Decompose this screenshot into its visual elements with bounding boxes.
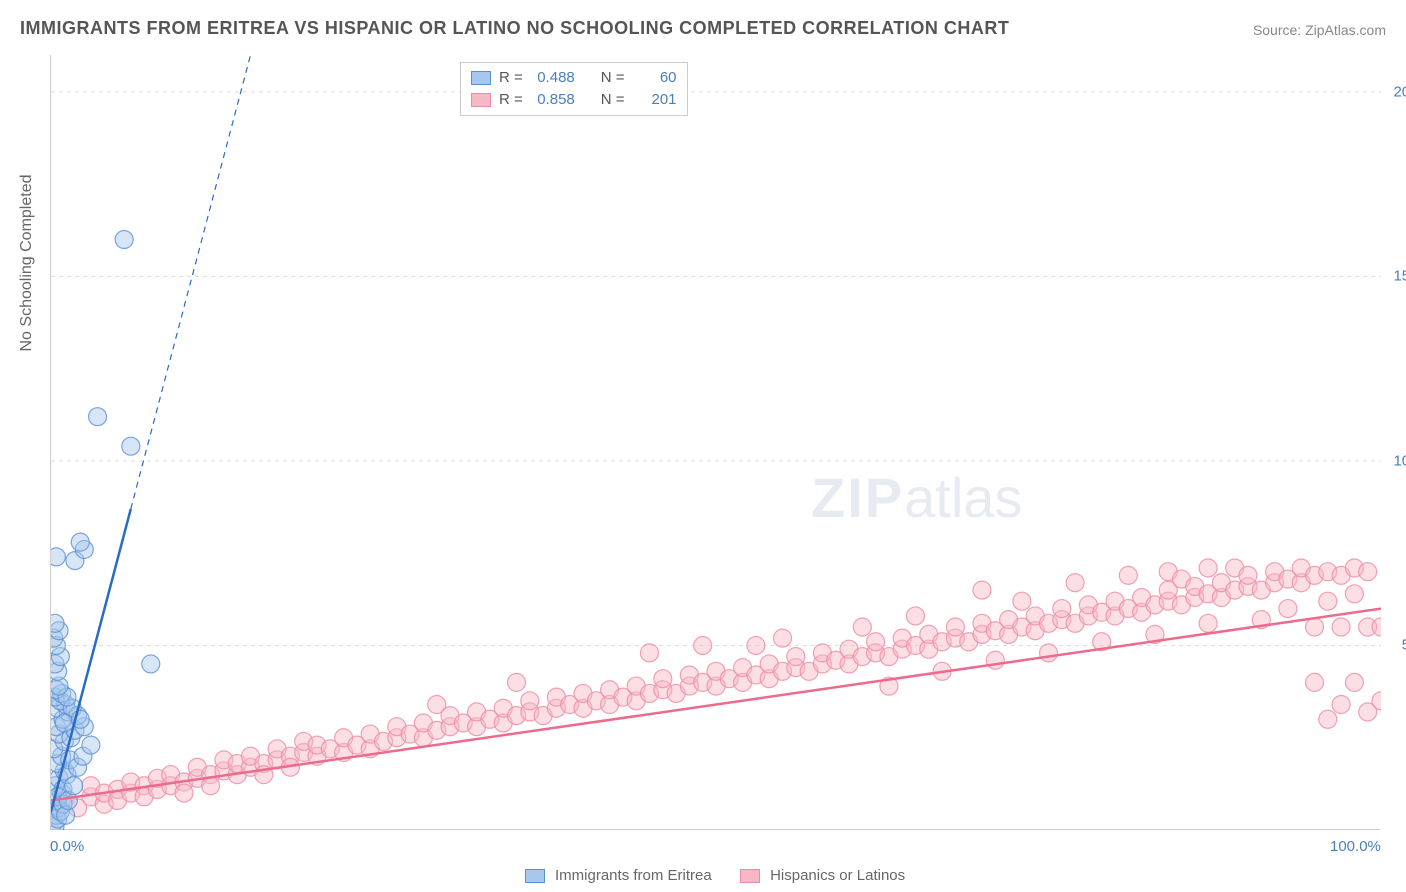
legend-row-blue: R = 0.488 N = 60 xyxy=(471,67,677,89)
legend-row-pink: R = 0.858 N = 201 xyxy=(471,89,677,111)
legend-swatch-blue xyxy=(471,71,491,85)
legend-correlation: R = 0.488 N = 60 R = 0.858 N = 201 xyxy=(460,62,688,116)
legend-swatch-blue-icon xyxy=(525,869,545,883)
chart-title: IMMIGRANTS FROM ERITREA VS HISPANIC OR L… xyxy=(20,18,1009,39)
scatter-svg xyxy=(51,55,1381,830)
n-value-pink: 201 xyxy=(633,89,677,111)
r-value-blue: 0.488 xyxy=(531,67,575,89)
r-value-pink: 0.858 xyxy=(531,89,575,111)
legend-swatch-pink xyxy=(471,93,491,107)
legend-label-blue: Immigrants from Eritrea xyxy=(555,867,712,884)
y-tick-label: 20.0% xyxy=(1393,83,1406,100)
legend-series: Immigrants from Eritrea Hispanics or Lat… xyxy=(0,867,1406,884)
source-label: Source: ZipAtlas.com xyxy=(1253,22,1386,38)
y-tick-label: 5.0% xyxy=(1402,637,1406,654)
x-tick-label: 0.0% xyxy=(50,838,84,855)
y-tick-label: 10.0% xyxy=(1393,452,1406,469)
legend-swatch-pink-icon xyxy=(740,869,760,883)
legend-label-pink: Hispanics or Latinos xyxy=(770,867,905,884)
n-value-blue: 60 xyxy=(633,67,677,89)
chart-container: IMMIGRANTS FROM ERITREA VS HISPANIC OR L… xyxy=(0,0,1406,892)
x-tick-label: 100.0% xyxy=(1330,838,1381,855)
plot-area: ZIPatlas 5.0%10.0%15.0%20.0% xyxy=(50,55,1380,830)
y-axis-title: No Schooling Completed xyxy=(18,175,36,352)
y-tick-label: 15.0% xyxy=(1393,268,1406,285)
